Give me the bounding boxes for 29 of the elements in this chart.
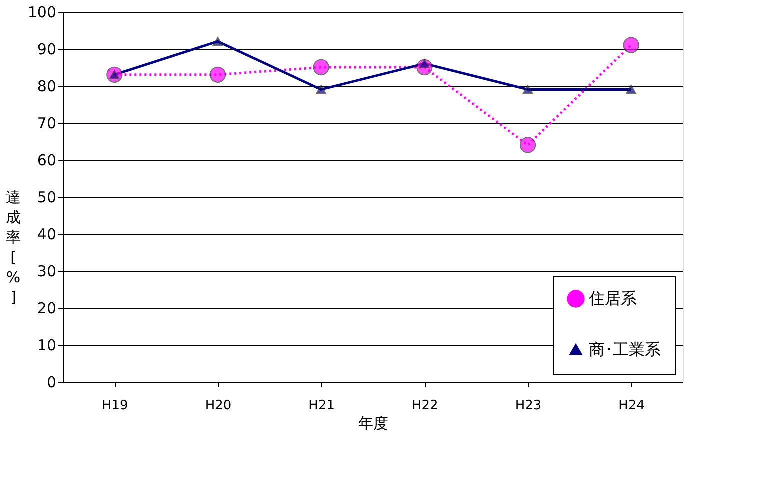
legend-label: 商･工業系 <box>589 340 661 359</box>
x-tick-label: H23 <box>515 398 542 414</box>
y-tick-label: 30 <box>37 262 56 280</box>
x-axis-title: 年度 <box>358 414 388 432</box>
y-tick-label: 0 <box>46 374 56 392</box>
point <box>522 85 534 94</box>
y-axis-title: 達成率[%] <box>6 188 21 306</box>
y-tick-label: 60 <box>37 152 56 170</box>
y-tick-label: 90 <box>37 40 56 58</box>
x-tick-label: H19 <box>102 398 128 414</box>
point <box>212 36 224 46</box>
point <box>623 37 640 54</box>
y-tick-label: 20 <box>37 300 56 318</box>
point <box>313 59 330 76</box>
point <box>520 137 536 154</box>
y-tick-label: 10 <box>37 336 56 354</box>
y-tick-label: 50 <box>37 188 56 206</box>
y-tick-label: 100 <box>28 4 56 22</box>
y-tick-label: 80 <box>37 78 56 96</box>
point <box>316 85 327 94</box>
x-tick-label: H21 <box>308 398 335 414</box>
y-tick-label: 70 <box>37 114 56 132</box>
legend-label: 住居系 <box>588 289 637 308</box>
x-tick-label: H20 <box>205 398 232 414</box>
y-tick-label: 40 <box>37 226 56 244</box>
point <box>210 66 226 83</box>
point <box>626 85 637 94</box>
x-tick-label: H24 <box>618 398 645 414</box>
x-tick-label: H22 <box>412 398 438 414</box>
